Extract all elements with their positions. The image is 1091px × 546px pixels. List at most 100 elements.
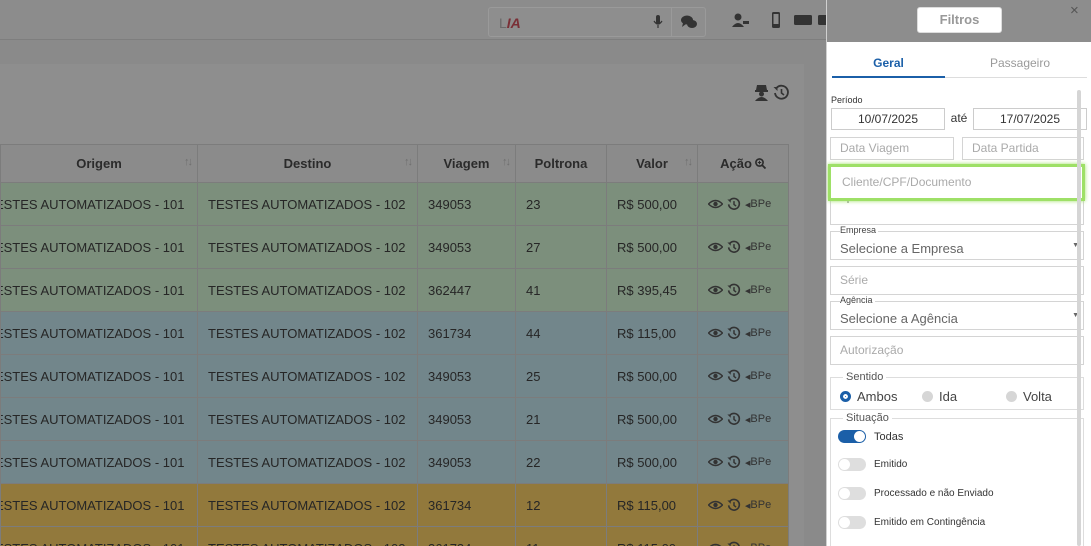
top-bar: LIA bbox=[0, 0, 828, 40]
sort-icon[interactable]: ↑↓ bbox=[502, 156, 511, 168]
cell-viagem: 361734 bbox=[417, 483, 516, 527]
close-icon[interactable]: × bbox=[1070, 2, 1079, 19]
caret-left-icon: ◀ bbox=[745, 374, 751, 381]
agencia-select[interactable]: Agência Selecione a Agência ▼ bbox=[830, 295, 1084, 330]
radio-ambos[interactable]: Ambos bbox=[840, 389, 897, 404]
column-header-valor[interactable]: Valor ↑↓ bbox=[606, 144, 698, 183]
sort-icon[interactable]: ↑↓ bbox=[404, 156, 413, 168]
cell-destino: TESTES AUTOMATIZADOS - 102 bbox=[197, 397, 418, 441]
caret-left-icon: ◀ bbox=[745, 417, 751, 424]
empresa-select[interactable]: Empresa Selecione a Empresa ▼ bbox=[830, 225, 1084, 260]
cell-valor: R$ 115,00 bbox=[606, 526, 698, 546]
column-header-origem[interactable]: Origem ↑↓ bbox=[0, 144, 198, 183]
history-icon[interactable] bbox=[727, 541, 741, 546]
column-header-viagem[interactable]: Viagem ↑↓ bbox=[417, 144, 516, 183]
bpe-link[interactable]: ◀BPe bbox=[745, 542, 771, 546]
period-from-input[interactable]: 10/07/2025 bbox=[831, 108, 945, 130]
empresa-label: Empresa bbox=[840, 225, 879, 235]
filters-header: Filtros × bbox=[827, 0, 1091, 42]
eye-icon[interactable] bbox=[708, 457, 723, 467]
eye-icon[interactable] bbox=[708, 500, 723, 510]
data-viagem-input[interactable]: Data Viagem bbox=[830, 137, 954, 160]
history-icon[interactable] bbox=[727, 412, 741, 426]
mobile-phone-icon[interactable] bbox=[767, 12, 785, 28]
cell-origem: TESTES AUTOMATIZADOS - 101 bbox=[0, 182, 198, 226]
bpe-link[interactable]: ◀BPe bbox=[745, 284, 772, 296]
history-icon[interactable] bbox=[727, 240, 741, 254]
column-header-destino[interactable]: Destino ↑↓ bbox=[197, 144, 418, 183]
tab-passageiro[interactable]: Passageiro bbox=[989, 56, 1051, 70]
cell-origem: TESTES AUTOMATIZADOS - 101 bbox=[0, 354, 198, 398]
history-icon[interactable] bbox=[727, 283, 741, 297]
caret-left-icon: ◀ bbox=[745, 503, 751, 510]
bpe-link[interactable]: ◀BPe bbox=[745, 499, 772, 511]
toggle-emitido[interactable]: Emitido bbox=[838, 458, 907, 471]
period-to-input[interactable]: 17/07/2025 bbox=[973, 108, 1087, 130]
eye-icon[interactable] bbox=[708, 285, 723, 295]
column-header-acao: Ação bbox=[697, 144, 789, 183]
caret-left-icon: ◀ bbox=[745, 288, 751, 295]
sort-icon[interactable]: ↑↓ bbox=[684, 156, 693, 168]
history-icon[interactable] bbox=[727, 455, 741, 469]
toggle-switch[interactable] bbox=[838, 516, 866, 529]
autorizacao-input[interactable]: Autorização bbox=[830, 336, 1084, 365]
ticket-alt-icon[interactable] bbox=[818, 12, 828, 28]
agent-icon[interactable] bbox=[754, 84, 769, 101]
bpe-link[interactable]: ◀BPe bbox=[745, 413, 772, 425]
bpe-link[interactable]: ◀BPe bbox=[745, 327, 772, 339]
lia-assistant-box[interactable]: LIA bbox=[488, 7, 706, 37]
radio-volta[interactable]: Volta bbox=[1006, 389, 1052, 404]
toggle-switch[interactable] bbox=[838, 430, 866, 443]
cell-acao: ◀BPe bbox=[697, 311, 789, 355]
sort-icon[interactable]: ↑↓ bbox=[184, 156, 193, 168]
cell-destino: TESTES AUTOMATIZADOS - 102 bbox=[197, 311, 418, 355]
cell-destino: TESTES AUTOMATIZADOS - 102 bbox=[197, 268, 418, 312]
history-icon[interactable] bbox=[727, 326, 741, 340]
eye-icon[interactable] bbox=[708, 328, 723, 338]
eye-icon[interactable] bbox=[708, 414, 723, 424]
tab-geral[interactable]: Geral bbox=[832, 52, 945, 78]
cell-viagem: 349053 bbox=[417, 440, 516, 484]
agencia-value: Selecione a Agência bbox=[840, 311, 958, 326]
bpe-link[interactable]: ◀BPe bbox=[745, 456, 772, 468]
eye-icon[interactable] bbox=[708, 199, 723, 209]
bpe-link[interactable]: ◀BPe bbox=[745, 198, 772, 210]
history-icon[interactable] bbox=[727, 197, 741, 211]
history-icon[interactable] bbox=[727, 369, 741, 383]
history-icon[interactable] bbox=[727, 498, 741, 512]
toggle-switch[interactable] bbox=[838, 487, 866, 500]
search-plus-icon[interactable] bbox=[754, 158, 767, 170]
ticket-icon[interactable] bbox=[794, 12, 812, 28]
user-key-icon[interactable] bbox=[732, 12, 750, 28]
bpe-link[interactable]: ◀BPe bbox=[745, 241, 772, 253]
data-partida-input[interactable]: Data Partida bbox=[962, 137, 1084, 160]
toggle-todas[interactable]: Todas bbox=[838, 430, 903, 443]
eye-icon[interactable] bbox=[708, 371, 723, 381]
cell-poltrona: 22 bbox=[515, 440, 607, 484]
operador-select[interactable]: Operador bbox=[830, 193, 1084, 225]
eye-icon[interactable] bbox=[708, 242, 723, 252]
history-icon[interactable] bbox=[773, 84, 790, 101]
radio-ida[interactable]: Ida bbox=[922, 389, 957, 404]
cliente-cpf-input[interactable]: Cliente/CPF/Documento bbox=[828, 164, 1085, 201]
serie-input[interactable]: Série bbox=[830, 266, 1084, 295]
bpe-link[interactable]: ◀BPe bbox=[745, 370, 772, 382]
toggle-switch[interactable] bbox=[838, 458, 866, 471]
cell-valor: R$ 115,00 bbox=[606, 311, 698, 355]
toggle-processado[interactable]: Processado e não Enviado bbox=[838, 487, 994, 500]
filters-button[interactable]: Filtros bbox=[917, 7, 1002, 33]
cell-valor: R$ 500,00 bbox=[606, 440, 698, 484]
chat-bubbles-icon[interactable] bbox=[681, 14, 697, 30]
toggle-contingencia[interactable]: Emitido em Contingência bbox=[838, 516, 985, 529]
microphone-icon[interactable] bbox=[653, 15, 663, 29]
panel-scrollbar[interactable] bbox=[1077, 90, 1081, 546]
